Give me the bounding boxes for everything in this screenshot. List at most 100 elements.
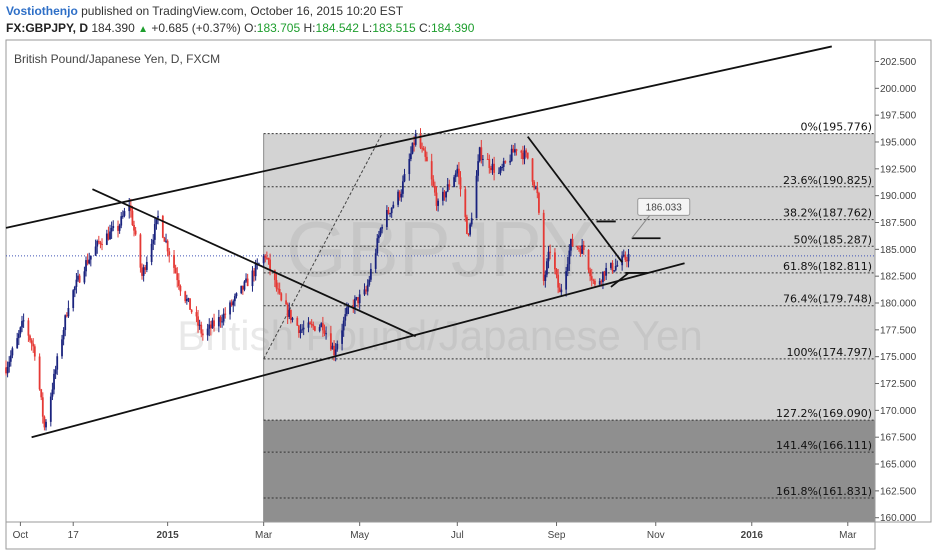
candle-down — [246, 278, 249, 287]
candle-up — [469, 224, 472, 235]
candle-down — [579, 248, 582, 254]
candle-down — [555, 269, 558, 275]
candle-down — [101, 244, 103, 246]
candle-up — [368, 279, 371, 285]
candle-up — [482, 158, 484, 160]
candle-up — [240, 285, 243, 294]
candle-down — [40, 389, 43, 398]
author-link[interactable]: Vostiothenjo — [6, 4, 78, 18]
candle-down — [134, 230, 137, 235]
y-tick-label: 200.000 — [880, 84, 917, 95]
chart-header: Vostiothenjo published on TradingView.co… — [0, 0, 932, 40]
candle-up — [61, 339, 63, 357]
candle-up — [379, 228, 382, 236]
candle-down — [241, 285, 244, 290]
candle-down — [97, 240, 100, 243]
candle-up — [112, 226, 115, 229]
candle-up — [11, 348, 14, 356]
candle-down — [626, 259, 628, 262]
candle-down — [531, 158, 534, 182]
candle-up — [453, 177, 456, 187]
candle-down — [458, 168, 460, 178]
candle-down — [253, 270, 255, 277]
symbol-ohlc-line: FX:GBPJPY, D 184.390 ▲ +0.685 (+0.37%) O… — [6, 21, 474, 35]
candle-up — [477, 161, 480, 176]
candle-up — [334, 349, 337, 356]
fib-level-label: 127.2%(169.090) — [776, 407, 872, 420]
candle-up — [336, 343, 339, 350]
candle-down — [285, 300, 287, 305]
fib-zone — [263, 498, 875, 522]
x-tick-label: 2016 — [741, 530, 764, 541]
candle-down — [131, 210, 134, 225]
candle-down — [321, 323, 324, 331]
candle-up — [363, 289, 366, 295]
candle-up — [142, 267, 145, 276]
callout-label: 186.033 — [646, 202, 683, 213]
candle-down — [184, 291, 187, 302]
candle-down — [173, 255, 175, 268]
candle-down — [533, 181, 536, 188]
trend-lines[interactable] — [5, 45, 832, 439]
upper-resistance-line-line — [527, 136, 623, 263]
candle-up — [409, 153, 412, 160]
candle-up — [232, 301, 235, 306]
candle-up — [150, 243, 153, 262]
candle-down — [278, 289, 281, 294]
x-tick-label: May — [350, 530, 369, 541]
price-change: +0.685 (+0.37%) — [151, 21, 241, 35]
candle-up — [331, 345, 334, 350]
x-tick-label: Oct — [13, 530, 29, 541]
candle-down — [576, 246, 579, 248]
candle-down — [558, 287, 561, 293]
candle-up — [509, 160, 512, 163]
fib-level-label: 161.8%(161.831) — [776, 485, 872, 498]
candle-up — [72, 290, 75, 308]
candle-down — [549, 251, 552, 253]
candle-up — [342, 320, 345, 331]
candle-up — [262, 255, 265, 264]
y-tick-label: 202.500 — [880, 57, 917, 68]
candle-down — [27, 320, 30, 336]
candle-down — [133, 224, 135, 231]
candle-up — [21, 321, 23, 328]
candle-down — [144, 267, 147, 270]
descending-trendline-line — [92, 188, 417, 338]
fib-zone — [263, 133, 875, 187]
candle-up — [408, 159, 411, 175]
candle-up — [414, 133, 417, 145]
candle-down — [464, 189, 467, 217]
y-tick-label: 195.000 — [880, 137, 917, 148]
x-tick-label: Sep — [548, 530, 566, 541]
candle-up — [581, 245, 584, 254]
candle-up — [566, 264, 569, 272]
candle-up — [89, 255, 92, 260]
candle-up — [75, 279, 78, 287]
candle-up — [235, 293, 238, 297]
candle-up — [6, 367, 9, 374]
time-axis[interactable]: Oct 17 2015 Mar May Jul Sep Nov 2016 Mar — [5, 521, 876, 550]
candle-up — [299, 330, 302, 333]
candle-down — [466, 216, 468, 234]
close-value: 184.390 — [431, 21, 475, 35]
candle-up — [62, 330, 65, 340]
candle-down — [557, 274, 560, 288]
candle-down — [209, 324, 212, 329]
candle-up — [610, 262, 612, 268]
candle-up — [17, 333, 20, 339]
candle-down — [107, 233, 110, 240]
symbol-label[interactable]: FX:GBPJPY, D — [6, 21, 89, 35]
candle-up — [221, 321, 223, 323]
candle-up — [320, 323, 323, 327]
candle-up — [546, 261, 548, 275]
candle-up — [622, 254, 625, 257]
y-tick-label: 197.500 — [880, 111, 917, 122]
candle-down — [201, 333, 204, 336]
price-axis[interactable]: 160.000 162.500 165.000 167.500 170.000 172.5… — [874, 39, 932, 524]
candle-up — [157, 215, 159, 218]
y-tick-label: 177.500 — [880, 325, 917, 336]
candle-down — [536, 187, 539, 194]
candle-up — [445, 191, 448, 198]
candle-down — [224, 313, 227, 315]
